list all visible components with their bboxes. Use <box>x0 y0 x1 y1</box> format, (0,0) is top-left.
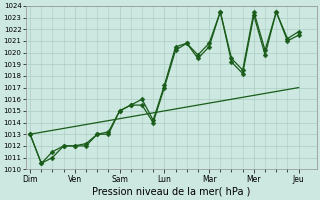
X-axis label: Pression niveau de la mer( hPa ): Pression niveau de la mer( hPa ) <box>92 187 250 197</box>
